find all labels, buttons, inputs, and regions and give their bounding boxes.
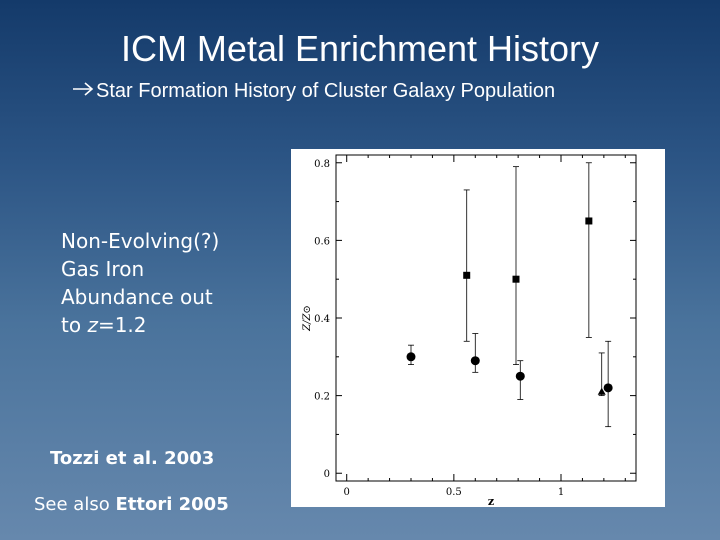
description-line-prefix: to xyxy=(61,313,88,337)
x-tick-label: 1 xyxy=(558,487,564,498)
x-tick-label: 0.5 xyxy=(446,487,462,498)
abundance-vs-redshift-chart: 0 0.2 0.4 0.6 0.8 0 0.5 1 z Z/Z⊙ xyxy=(302,154,637,507)
description-line: Non-Evolving(?) xyxy=(61,229,220,253)
x-axis-label: z xyxy=(488,495,494,507)
data-point-square xyxy=(512,275,520,283)
chart-panel: 0 0.2 0.4 0.6 0.8 0 0.5 1 z Z/Z⊙ xyxy=(291,149,665,507)
y-tick-label: 0.2 xyxy=(314,392,330,403)
plot-frame xyxy=(335,154,637,482)
y-tick-label: 0.6 xyxy=(314,236,330,247)
reference-main: Tozzi et al. 2003 xyxy=(50,448,215,469)
description-line: Abundance out xyxy=(61,285,213,309)
description-line: to z=1.2 xyxy=(61,311,281,339)
data-point-circle xyxy=(515,371,525,381)
x-tick-label: 0 xyxy=(344,487,350,498)
y-tick-label: 0 xyxy=(324,469,330,480)
description-text: Non-Evolving(?) Gas Iron Abundance out t… xyxy=(61,227,281,339)
y-tick-label: 0.4 xyxy=(314,314,330,325)
data-point-circle xyxy=(603,383,613,393)
data-point-square xyxy=(585,217,593,225)
description-line: Gas Iron xyxy=(61,257,145,281)
reference-see-also: See also Ettori 2005 xyxy=(34,494,229,515)
see-also-name: Ettori 2005 xyxy=(115,494,229,515)
data-point-square xyxy=(463,271,471,279)
y-axis-label: Z/Z⊙ xyxy=(302,305,313,332)
slide-subtitle: Star Formation History of Cluster Galaxy… xyxy=(72,80,555,103)
data-point-circle xyxy=(470,356,480,366)
redshift-symbol: z xyxy=(87,313,98,337)
data-point-triangle xyxy=(597,387,606,395)
data-point-circle xyxy=(406,352,416,362)
redshift-value: =1.2 xyxy=(97,313,147,337)
subtitle-text: Star Formation History of Cluster Galaxy… xyxy=(96,80,556,102)
right-arrow-icon xyxy=(72,80,96,103)
slide-title: ICM Metal Enrichment History xyxy=(120,28,600,69)
see-also-prefix: See also xyxy=(34,494,116,515)
y-tick-label: 0.8 xyxy=(314,159,330,170)
